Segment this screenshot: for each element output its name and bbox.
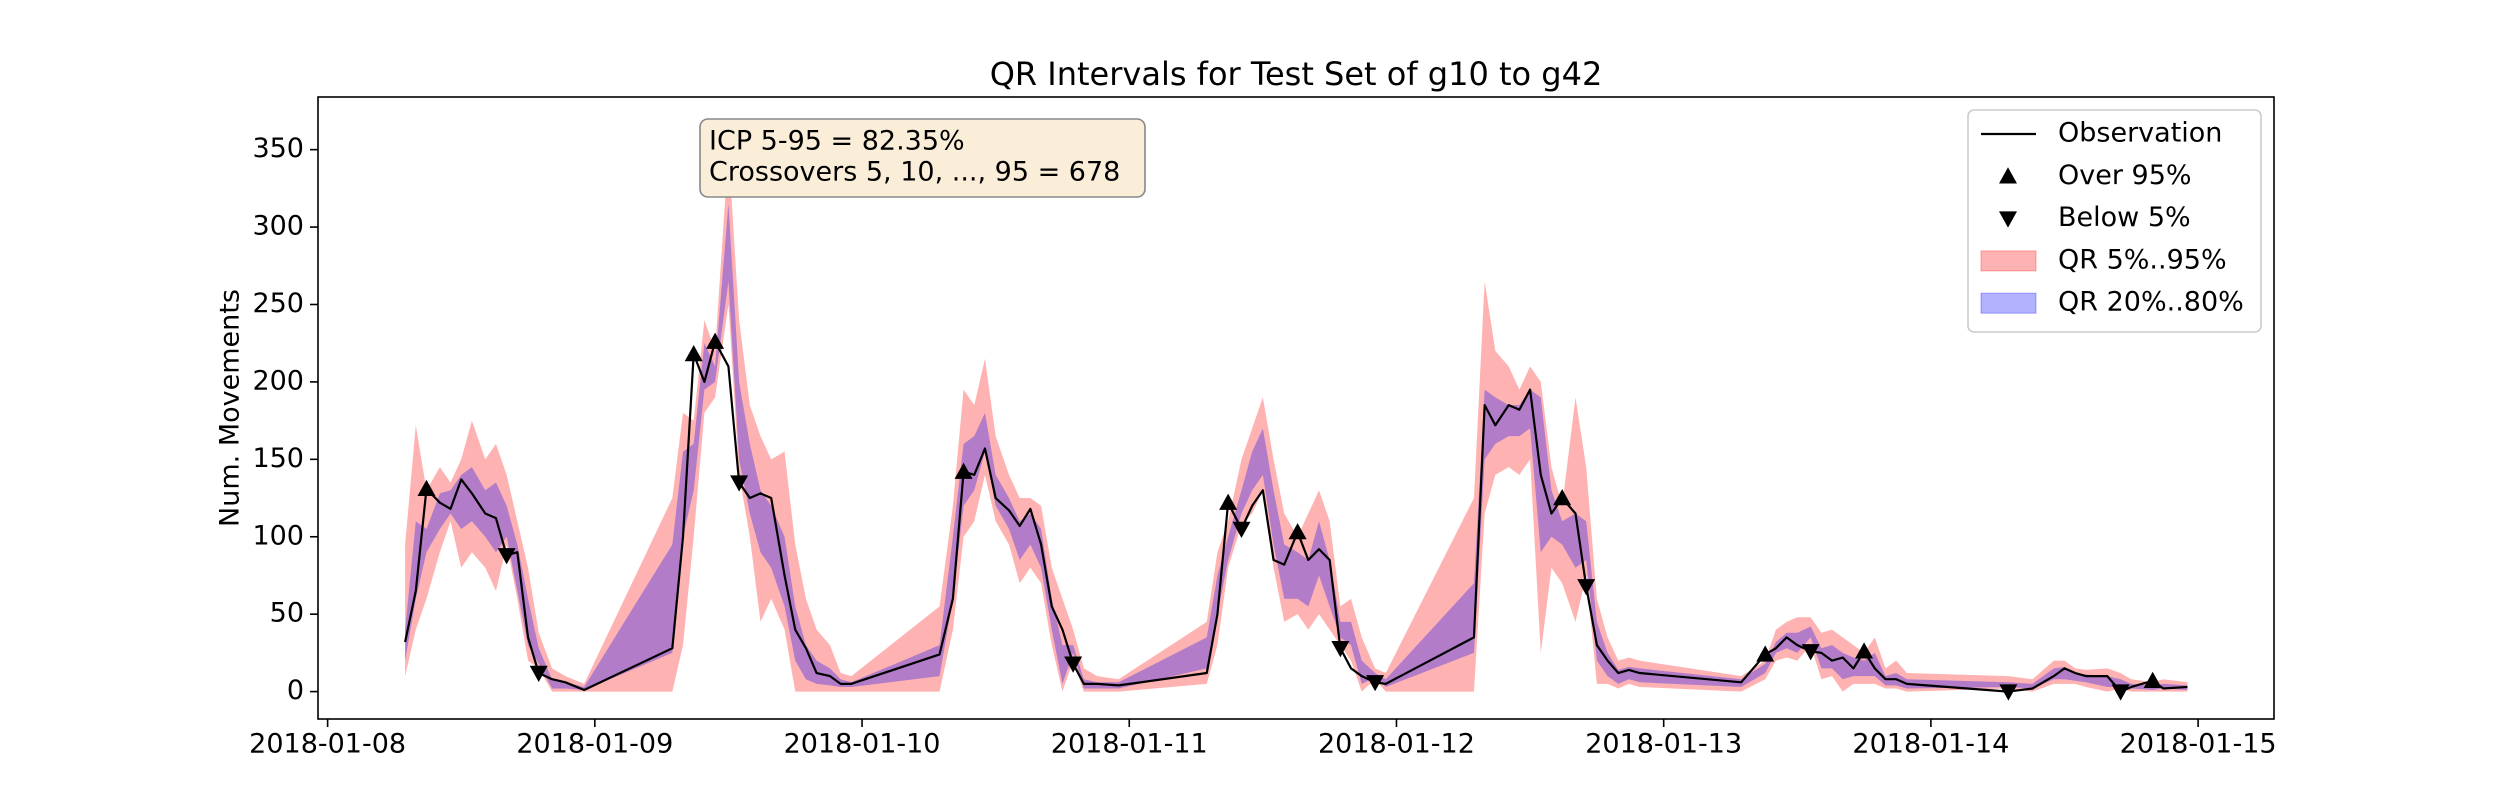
x-tick-label: 2018-01-15 — [2120, 729, 2277, 760]
marker — [2143, 671, 2162, 688]
marker — [1999, 684, 2018, 701]
legend-handle — [1980, 250, 2037, 272]
marker — [1366, 675, 1385, 692]
marker — [1756, 645, 1775, 662]
x-tick-label: 2018-01-13 — [1585, 729, 1742, 760]
annotation-text: Crossovers 5, 10, ..., 95 = 678 — [709, 157, 1120, 188]
annotation: ICP 5-95 = 82.35% Crossovers 5, 10, ...,… — [699, 118, 1146, 198]
marker — [1232, 521, 1251, 539]
x-tick-label: 2018-01-09 — [516, 729, 673, 760]
y-tick-label: 0 — [287, 675, 304, 706]
legend-box — [1967, 109, 2262, 333]
marker — [954, 462, 973, 479]
legend-label: Observation — [2058, 118, 2222, 149]
x-tick-label: 2018-01-10 — [784, 729, 941, 760]
marker — [684, 345, 703, 362]
marker — [706, 332, 725, 349]
y-tick-label: 300 — [252, 211, 304, 242]
legend-label: Below 5% — [2058, 202, 2191, 233]
y-axis-label: Num. Movements — [215, 289, 246, 527]
marker — [1855, 642, 1874, 659]
legend: Observation Over 95% Below 5% QR 5%..95% QR … — [1967, 109, 2262, 333]
legend-handle — [1999, 211, 2017, 228]
y-tick-label: 250 — [252, 288, 304, 319]
axes-frame — [317, 96, 2275, 720]
legend-label: QR 20%..80% — [2058, 287, 2244, 318]
marker — [1331, 641, 1350, 658]
annotation-box — [699, 118, 1146, 198]
marker — [497, 548, 516, 565]
chart-title: QR Intervals for Test Set of g10 to g42 — [990, 55, 1603, 93]
plot-area — [404, 149, 2188, 701]
x-tick-label: 2018-01-14 — [1852, 729, 2009, 760]
band — [405, 203, 2188, 691]
marker — [1288, 523, 1307, 540]
legend-handle — [1980, 292, 2037, 314]
x-tick-label: 2018-01-12 — [1318, 729, 1475, 760]
y-tick-label: 100 — [252, 520, 304, 551]
y-tick-label: 350 — [252, 133, 304, 164]
marker — [1219, 493, 1238, 510]
band — [405, 149, 2188, 692]
legend-label: QR 5%..95% — [2058, 244, 2227, 275]
x-tick-label: 2018-01-08 — [249, 729, 406, 760]
legend-handle — [1999, 167, 2017, 184]
x-tick-label: 2018-01-11 — [1051, 729, 1208, 760]
marker — [2111, 684, 2130, 701]
marker — [1801, 644, 1820, 661]
y-tick-label: 150 — [252, 443, 304, 474]
marker — [529, 665, 548, 683]
marker — [1577, 579, 1596, 596]
marker — [730, 475, 749, 492]
marker — [417, 479, 436, 496]
marker — [1553, 489, 1572, 506]
marker — [1064, 656, 1083, 673]
legend-label: Over 95% — [2058, 160, 2192, 191]
annotation-text: ICP 5-95 = 82.35% — [709, 126, 965, 157]
y-tick-label: 50 — [270, 598, 304, 629]
y-tick-label: 200 — [252, 365, 304, 396]
